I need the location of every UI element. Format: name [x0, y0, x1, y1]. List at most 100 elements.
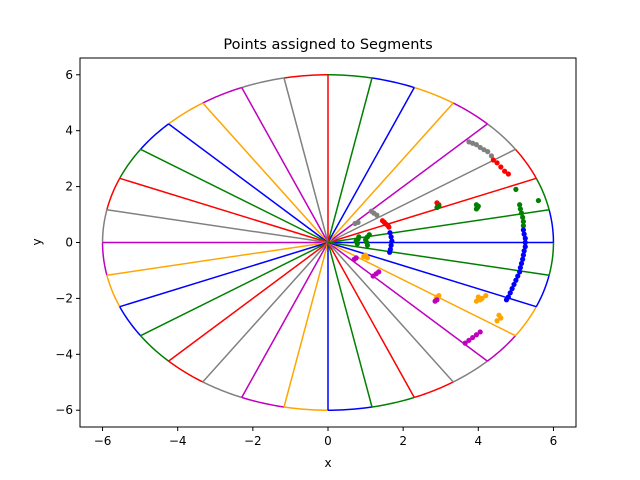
data-point — [522, 244, 528, 250]
segment-arc — [486, 123, 517, 150]
segment-arc — [119, 148, 142, 179]
segment-radial-line — [168, 241, 329, 362]
segment-radial-line — [327, 209, 550, 244]
segment-arc — [202, 86, 242, 104]
data-point — [518, 210, 525, 216]
segment-arc — [168, 360, 204, 383]
data-point — [387, 249, 393, 255]
segment-radial-line — [106, 209, 329, 244]
data-point — [521, 248, 527, 254]
segment-arc — [283, 406, 329, 411]
data-point — [517, 269, 523, 275]
segment-radial-line — [327, 242, 415, 398]
segment-arc — [371, 396, 415, 408]
segment-radial-line — [327, 123, 488, 244]
segment-arc — [101, 242, 108, 276]
data-point — [363, 239, 369, 245]
data-point — [352, 220, 358, 227]
data-point — [356, 234, 362, 240]
x-tick-label: −2 — [244, 434, 262, 448]
segment-radial-line — [119, 241, 329, 308]
segment-arc — [486, 335, 517, 362]
data-point — [462, 340, 468, 346]
y-tick-label: 0 — [65, 236, 73, 250]
segment-arc — [414, 381, 454, 399]
data-point — [473, 206, 480, 212]
data-point — [388, 234, 394, 240]
segment-radial-line — [283, 242, 329, 408]
data-point — [477, 329, 483, 335]
data-point — [374, 212, 380, 218]
data-point — [511, 281, 517, 288]
segment-radial-line — [327, 148, 516, 244]
data-point — [436, 203, 442, 209]
segment-radial-line — [283, 77, 329, 243]
data-point — [503, 297, 510, 303]
data-point — [483, 293, 489, 299]
data-point — [389, 238, 395, 244]
y-axis: −6 −4 −2 0 2 4 6 — [55, 68, 80, 417]
segment-radial-line — [327, 241, 454, 383]
data-point — [521, 231, 527, 237]
segment-arc — [548, 242, 555, 276]
segment-radial-line — [327, 87, 415, 243]
segment-arc — [414, 86, 454, 104]
segment-radial-line — [119, 177, 329, 244]
data-point — [386, 224, 392, 230]
y-tick-label: −6 — [55, 403, 73, 417]
data-point — [473, 332, 480, 338]
segment-arc — [535, 275, 550, 308]
segment-arc — [327, 74, 373, 79]
chart-title: Points assigned to Segments — [223, 37, 432, 53]
data-point — [376, 269, 382, 275]
segment-arc — [139, 123, 170, 150]
segment-arc — [168, 102, 204, 125]
data-point — [354, 241, 360, 247]
y-tick-label: −2 — [55, 291, 73, 305]
data-point — [488, 153, 495, 159]
segment-radial-line — [327, 77, 373, 243]
data-point — [387, 230, 393, 236]
data-point — [513, 186, 519, 192]
segment-arc — [371, 77, 415, 89]
y-tick-label: 6 — [65, 68, 73, 82]
segment-arc — [106, 177, 121, 210]
segment-radial-line — [327, 242, 373, 408]
segment-radial-line — [327, 241, 516, 337]
data-point — [509, 286, 515, 292]
data-point — [477, 144, 483, 151]
data-point — [490, 157, 496, 163]
segment-arc — [101, 209, 108, 243]
segment-arc — [548, 209, 555, 243]
segment-radial-line — [241, 87, 329, 243]
segment-arc — [514, 148, 537, 179]
segment-radial-line — [327, 177, 537, 244]
segment-radial-line — [241, 242, 329, 398]
data-point — [388, 242, 394, 248]
x-tick-label: 6 — [550, 434, 558, 448]
segment-radial-line — [106, 241, 329, 276]
segment-arc — [241, 396, 285, 408]
data-point — [498, 315, 504, 321]
segment-radial-line — [140, 148, 329, 244]
data-point — [473, 298, 480, 304]
segment-arc — [202, 381, 242, 399]
segment-arc — [514, 306, 537, 337]
data-point — [502, 168, 508, 174]
data-point — [473, 142, 480, 148]
segment-arc — [241, 77, 285, 89]
x-tick-label: 4 — [474, 434, 482, 448]
x-tick-label: 0 — [324, 434, 332, 448]
data-point — [520, 214, 526, 220]
segment-arc — [327, 406, 373, 411]
data-point — [470, 334, 476, 341]
y-tick-label: 4 — [65, 124, 73, 138]
data-point — [485, 149, 491, 155]
data-point — [522, 235, 528, 241]
segment-arc — [452, 102, 488, 125]
data-point — [434, 297, 440, 303]
data-point — [494, 160, 500, 166]
x-tick-label: −4 — [169, 434, 187, 448]
